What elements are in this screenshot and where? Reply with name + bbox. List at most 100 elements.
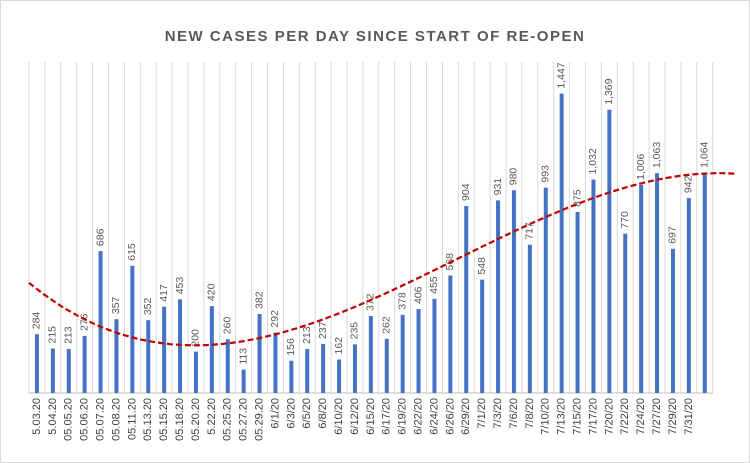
data-label: 162 (333, 337, 345, 355)
x-tick-label: 05.20.20 (190, 398, 202, 441)
data-label: 213 (63, 326, 75, 344)
bar (639, 184, 644, 393)
bar (400, 314, 405, 393)
bar (496, 200, 501, 393)
data-label: 235 (349, 322, 361, 340)
x-tick-label: 05.15.20 (158, 398, 170, 441)
bar (384, 338, 389, 393)
x-tick-label: 6/8/20 (317, 398, 329, 429)
x-tick-label: 7/22/20 (619, 398, 631, 435)
x-tick-label: 6/29/20 (460, 398, 472, 435)
x-tick-label: 05.13.20 (142, 398, 154, 441)
trendline (28, 172, 737, 347)
data-label: 1,032 (587, 148, 599, 174)
chart-title: NEW CASES PER DAY SINCE START OF RE-OPEN (165, 28, 586, 45)
data-label: 904 (460, 183, 472, 201)
bar (98, 251, 103, 393)
x-tick-label: 6/24/20 (428, 398, 440, 435)
x-tick-label: 05.11.20 (126, 398, 138, 440)
x-tick-label: 05.06.20 (79, 398, 91, 441)
data-label: 420 (206, 283, 218, 301)
x-tick-label: 7/27/20 (651, 398, 663, 435)
data-label: 156 (285, 338, 297, 356)
bar (559, 93, 564, 393)
data-label: 942 (683, 175, 695, 193)
x-tick-label: 7/13/20 (556, 398, 568, 435)
bar (273, 332, 278, 393)
bar (146, 320, 151, 393)
bar (178, 299, 183, 393)
bar (321, 343, 326, 393)
bar (655, 173, 660, 393)
x-tick-label: 05.05.20 (63, 398, 75, 441)
x-tick-label: 7/20/20 (603, 398, 615, 435)
x-tick-label: 05.07.20 (94, 398, 106, 441)
x-tick-label: 6/26/20 (444, 398, 456, 435)
data-label: 378 (396, 292, 408, 310)
bar (670, 248, 675, 393)
data-label: 113 (237, 348, 249, 365)
bar (34, 334, 39, 393)
data-label: 548 (476, 257, 488, 275)
bar (50, 348, 55, 393)
data-label: 237 (317, 321, 329, 339)
bar (352, 344, 357, 393)
bar (82, 335, 87, 393)
x-tick-label: 05.25.20 (222, 398, 234, 441)
data-label: 615 (126, 243, 138, 261)
data-label: 262 (381, 316, 393, 334)
data-label: 1,063 (651, 142, 663, 168)
bar (575, 211, 580, 393)
data-label: 372 (365, 293, 377, 311)
data-label: 292 (269, 310, 281, 328)
bar (130, 265, 135, 393)
data-label: 875 (571, 189, 583, 207)
bar (305, 348, 310, 393)
bar (209, 306, 214, 393)
x-tick-label: 05.18.20 (174, 398, 186, 441)
x-tick-label: 5.03.20 (31, 398, 43, 435)
bar (289, 360, 294, 393)
x-tick-label: 6/17/20 (381, 398, 393, 435)
data-label: 382 (253, 291, 265, 309)
bar (464, 205, 469, 393)
x-tick-label: 5.22.20 (206, 398, 218, 435)
data-label: 1,447 (555, 62, 567, 88)
x-tick-label: 7/17/20 (587, 398, 599, 435)
data-label: 1,006 (635, 153, 647, 179)
bar (702, 172, 707, 393)
bar (686, 198, 691, 393)
x-tick-label: 7/31/20 (683, 398, 695, 435)
data-label: 770 (619, 211, 631, 229)
data-label: 417 (158, 284, 170, 302)
x-tick-label: 6/3/20 (285, 398, 297, 429)
x-tick-label: 05.27.20 (238, 398, 250, 441)
data-label: 260 (222, 317, 234, 335)
bar (66, 348, 71, 393)
data-label: 357 (110, 296, 122, 314)
data-label: 980 (508, 168, 520, 186)
bar (448, 275, 453, 393)
bar (368, 316, 373, 393)
bar (432, 298, 437, 393)
data-label: 200 (190, 329, 202, 347)
data-label: 215 (47, 326, 59, 344)
bar (480, 279, 485, 393)
x-tick-label: 05.08.20 (110, 398, 122, 441)
x-tick-label: 7/24/20 (635, 398, 647, 435)
bar (543, 187, 548, 393)
data-label: 455 (428, 276, 440, 294)
data-label: 406 (412, 286, 424, 304)
x-tick-label: 05.29.20 (253, 398, 265, 441)
data-label: 213 (301, 326, 313, 344)
data-label: 717 (524, 222, 536, 240)
x-tick-label: 7/6/20 (508, 398, 520, 429)
bar (162, 306, 167, 393)
data-label: 352 (142, 298, 154, 316)
x-tick-label: 7/15/20 (571, 398, 583, 435)
x-tick-label: 7/10/20 (540, 398, 552, 435)
data-label: 686 (94, 228, 106, 246)
x-tick-label: 7/3/20 (492, 398, 504, 429)
x-tick-label: 6/22/20 (412, 398, 424, 435)
